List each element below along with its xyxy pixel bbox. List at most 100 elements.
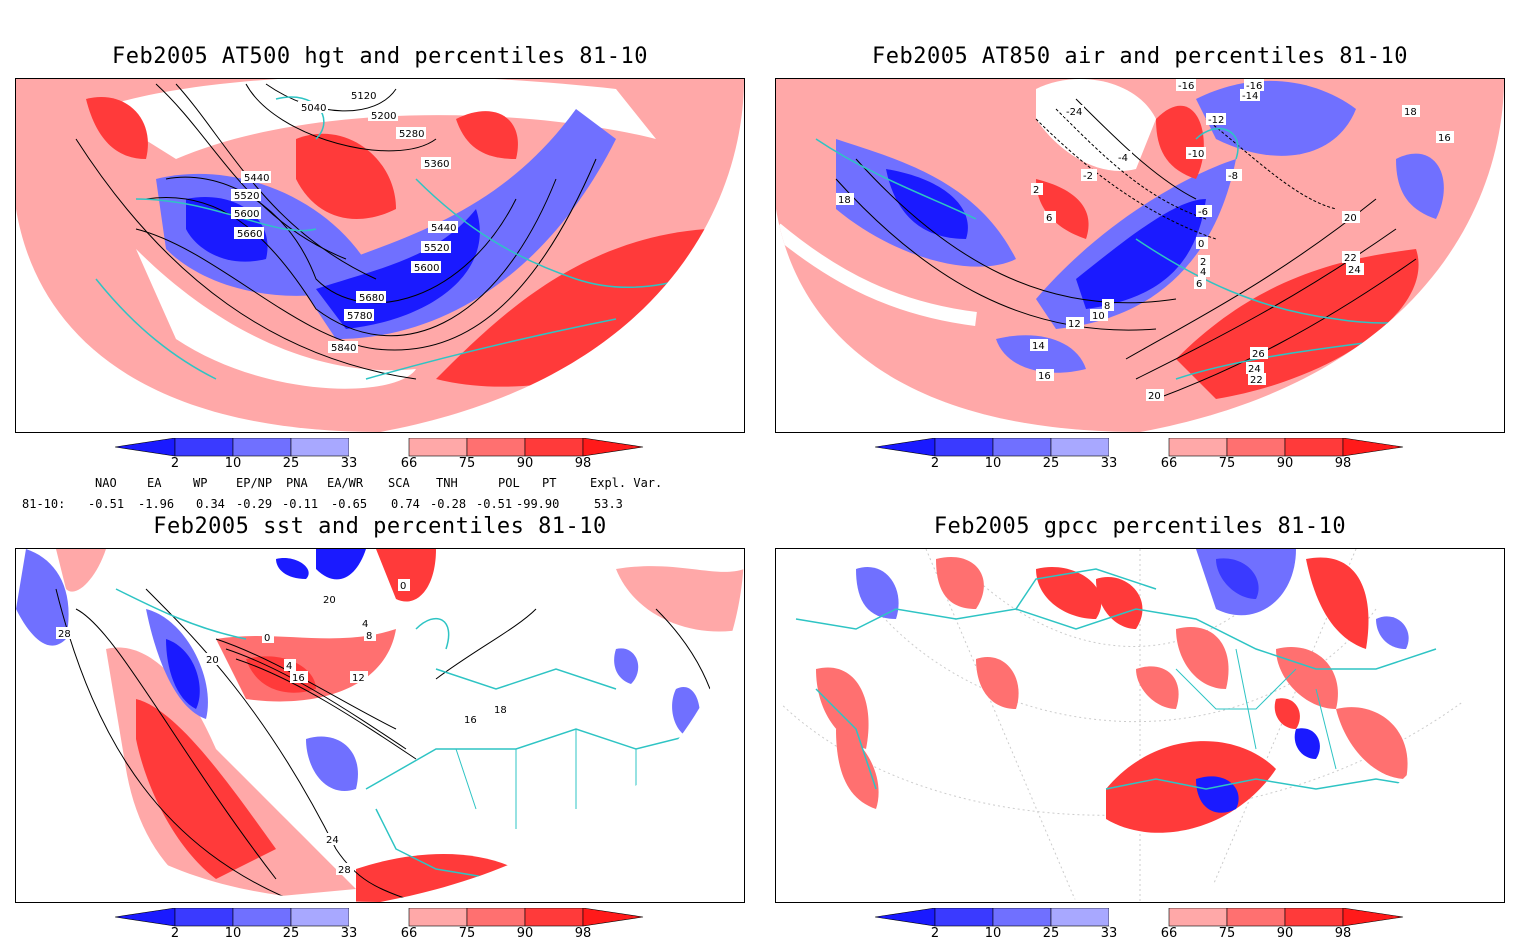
colorbar-top-left: 2 10 25 33 66 75 90 98 (114, 437, 645, 478)
panel-title-hgt500: Feb2005 AT500 hgt and percentiles 81-10 (111, 44, 649, 69)
svg-text:10: 10 (1092, 311, 1105, 322)
map-gpcc (775, 548, 1505, 903)
colorbar-label: 98 (574, 926, 592, 941)
svg-text:5360: 5360 (424, 159, 449, 170)
svg-text:4: 4 (1200, 267, 1206, 278)
colorbar-label: 66 (1160, 456, 1178, 471)
colorbar-label: 10 (984, 926, 1002, 941)
index-value: -0.28 (430, 497, 467, 511)
svg-text:-2: -2 (1083, 171, 1093, 182)
index-header: PT (542, 476, 557, 490)
colorbar-label: 25 (1042, 926, 1060, 941)
svg-text:-10: -10 (1188, 149, 1204, 160)
colorbar-label: 2 (930, 456, 940, 471)
svg-text:16: 16 (1038, 371, 1051, 382)
colorbar-label: 66 (400, 456, 418, 471)
svg-text:28: 28 (338, 865, 351, 876)
svg-text:5840: 5840 (331, 343, 356, 354)
map-hgt500: 5040 5120 5200 5280 5360 5440 5520 5600 … (15, 78, 745, 433)
panel-title-air850: Feb2005 AT850 air and percentiles 81-10 (871, 44, 1409, 69)
colorbar-label: 2 (930, 926, 940, 941)
colorbar-top-right: 2 10 25 33 66 75 90 98 (874, 437, 1405, 478)
colorbar-label: 25 (1042, 456, 1060, 471)
svg-text:26: 26 (1252, 349, 1265, 360)
svg-text:18: 18 (494, 705, 507, 716)
index-header: EA (147, 476, 162, 490)
svg-text:4: 4 (286, 661, 292, 672)
svg-text:2: 2 (1200, 257, 1206, 268)
map-air850: -16 -12 -4 -2 6 2 -6 0 2 4 6 8 10 12 14 … (775, 78, 1505, 433)
colorbar-label: 10 (224, 456, 242, 471)
svg-text:18: 18 (1404, 107, 1417, 118)
svg-text:12: 12 (1068, 319, 1081, 330)
svg-text:5440: 5440 (244, 173, 269, 184)
svg-text:20: 20 (323, 595, 336, 606)
colorbar-bottom-right: 2 10 25 33 66 75 90 98 (874, 907, 1405, 948)
index-value: -0.29 (236, 497, 273, 511)
svg-text:20: 20 (1344, 213, 1357, 224)
svg-text:5200: 5200 (371, 111, 396, 122)
svg-text:-12: -12 (1208, 115, 1224, 126)
index-header: SCA (388, 476, 410, 490)
svg-text:-6: -6 (1198, 207, 1208, 218)
panel-title-gpcc: Feb2005 gpcc percentiles 81-10 (933, 514, 1347, 539)
svg-text:5040: 5040 (301, 103, 326, 114)
svg-text:0: 0 (400, 581, 406, 592)
colorbar-bottom-left: 2 10 25 33 66 75 90 98 (114, 907, 645, 948)
colorbar-label: 98 (1334, 926, 1352, 941)
colorbar-label: 10 (984, 456, 1002, 471)
colorbar-label: 25 (282, 456, 300, 471)
index-value: 53.3 (594, 497, 623, 511)
svg-text:14: 14 (1032, 341, 1045, 352)
map-sst: 28 20 0 4 8 16 12 4 0 20 24 28 18 16 (15, 548, 745, 903)
colorbar-label: 75 (458, 926, 476, 941)
svg-text:-16: -16 (1178, 81, 1194, 92)
svg-text:5600: 5600 (414, 263, 439, 274)
svg-text:24: 24 (1248, 364, 1261, 375)
svg-text:16: 16 (1438, 133, 1451, 144)
colorbar-label: 33 (340, 926, 358, 941)
svg-text:8: 8 (1104, 301, 1110, 312)
svg-text:0: 0 (264, 633, 270, 644)
svg-text:8: 8 (366, 631, 372, 642)
colorbar-label: 25 (282, 926, 300, 941)
colorbar-label: 75 (1218, 926, 1236, 941)
svg-text:16: 16 (292, 673, 305, 684)
colorbar-label: 90 (1276, 926, 1294, 941)
colorbar-label: 33 (1100, 456, 1118, 471)
svg-text:5520: 5520 (234, 191, 259, 202)
colorbar-label: 90 (1276, 456, 1294, 471)
svg-text:16: 16 (464, 715, 477, 726)
svg-text:22: 22 (1344, 253, 1357, 264)
svg-text:2: 2 (1033, 185, 1039, 196)
index-value: -0.11 (282, 497, 319, 511)
svg-text:-14: -14 (1242, 91, 1258, 102)
index-value: -0.51 (88, 497, 125, 511)
index-row-label: 81-10: (22, 497, 66, 511)
svg-text:12: 12 (352, 673, 365, 684)
index-header: PNA (286, 476, 308, 490)
colorbar-label: 66 (1160, 926, 1178, 941)
svg-text:6: 6 (1196, 279, 1202, 290)
svg-text:18: 18 (838, 195, 851, 206)
colorbar-label: 2 (170, 456, 180, 471)
index-value: -0.51 (476, 497, 513, 511)
svg-text:-8: -8 (1228, 171, 1238, 182)
svg-text:-16: -16 (1246, 81, 1262, 92)
svg-text:20: 20 (1148, 391, 1161, 402)
colorbar-label: 98 (1334, 456, 1352, 471)
colorbar-label: 33 (340, 456, 358, 471)
colorbar-label: 2 (170, 926, 180, 941)
svg-text:5600: 5600 (234, 209, 259, 220)
index-header: Expl. Var. (590, 476, 663, 490)
index-value: -0.65 (331, 497, 368, 511)
svg-text:5780: 5780 (347, 311, 372, 322)
svg-text:24: 24 (326, 835, 339, 846)
index-header: NAO (95, 476, 117, 490)
colorbar-label: 10 (224, 926, 242, 941)
svg-text:-24: -24 (1066, 107, 1082, 118)
svg-text:5660: 5660 (237, 229, 262, 240)
svg-text:5280: 5280 (399, 129, 424, 140)
svg-text:5120: 5120 (351, 91, 376, 102)
index-value: -99.90 (516, 497, 560, 511)
